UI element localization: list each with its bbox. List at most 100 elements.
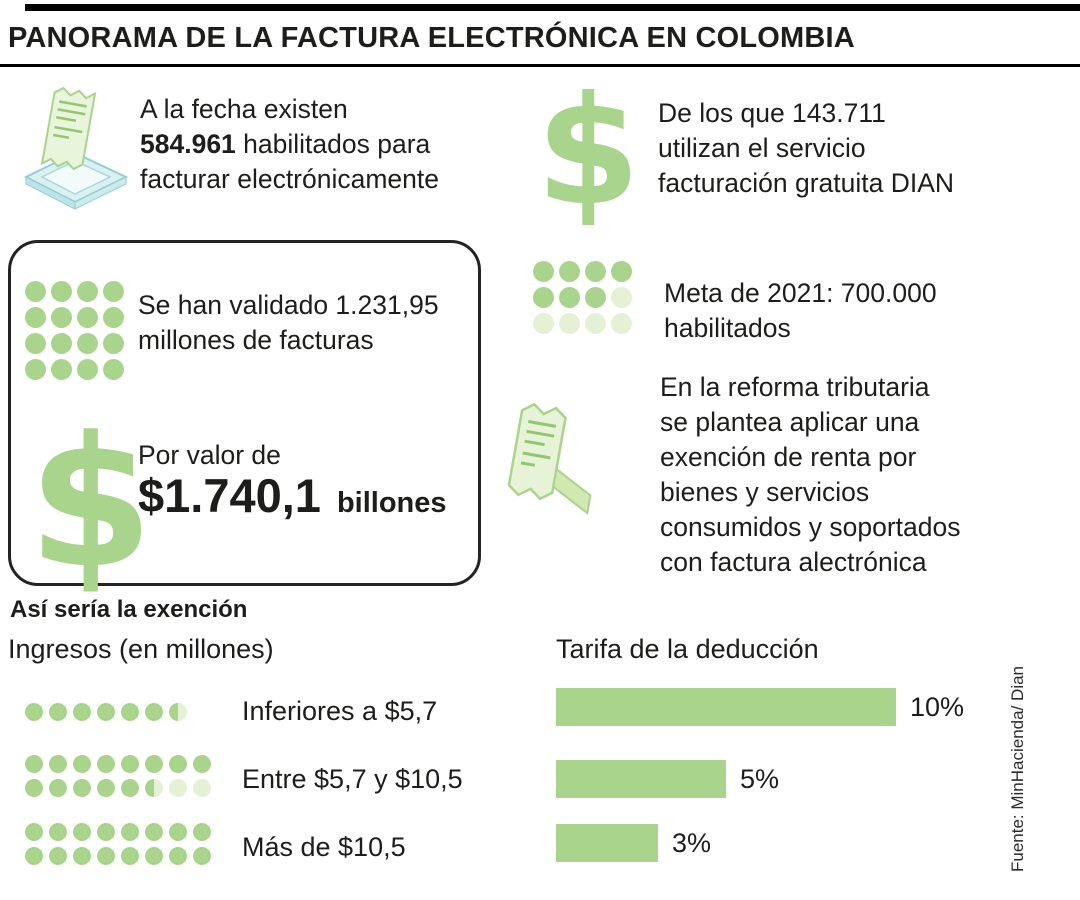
dot-full: [49, 755, 67, 773]
group-dots-entre: [22, 752, 214, 800]
dot-full: [97, 823, 115, 841]
dot-row: [22, 356, 126, 382]
dot-full: [76, 306, 98, 328]
invoice-tablet-icon-svg: [23, 86, 129, 210]
dot-full: [24, 358, 46, 380]
bar-3pct: [556, 824, 658, 862]
bar-row-3pct: 3%: [556, 824, 711, 862]
dot-full: [169, 755, 187, 773]
dollar-icon-large: $: [28, 399, 154, 608]
dot-full: [193, 847, 211, 865]
dot-full: [145, 755, 163, 773]
dot-row: [22, 844, 214, 868]
valor-amount-row: $1.740,1 billones: [138, 468, 447, 523]
dot-full: [169, 847, 187, 865]
chart-title: Tarifa de la deducción: [556, 634, 819, 664]
fact-line: facturación gratuita DIAN: [658, 168, 955, 198]
fact-line: millones de facturas: [138, 325, 374, 355]
fact-line: En la reforma tributaria: [660, 372, 930, 402]
bar-label-3pct: 3%: [672, 827, 712, 858]
source-credit: Fuente: MinHacienda/ Dian: [1008, 665, 1027, 872]
dot-light: [169, 779, 187, 797]
dot-full: [532, 286, 554, 308]
fact-line: se plantea aplicar una: [660, 407, 920, 437]
fact-line: habilitados: [664, 313, 791, 343]
dot-light: [193, 779, 211, 797]
group-label-mas: Más de $10,5: [242, 832, 406, 862]
dot-full: [97, 847, 115, 865]
dot-row: [530, 258, 634, 284]
dot-full: [145, 703, 163, 721]
dot-full: [121, 755, 139, 773]
group-label-inferiores: Inferiores a $5,7: [242, 696, 438, 726]
dot-row: [530, 284, 634, 310]
group-label-entre: Entre $5,7 y $10,5: [242, 764, 463, 794]
fact-line: facturar electrónicamente: [140, 164, 440, 194]
fact-line: exención de renta por: [660, 442, 917, 472]
dot-full: [121, 847, 139, 865]
dot-full: [25, 703, 43, 721]
dot-full: [76, 280, 98, 302]
dot-full: [25, 779, 43, 797]
dot-full: [102, 358, 124, 380]
dot-light: [584, 312, 606, 334]
dot-light: [610, 286, 632, 308]
dot-full: [24, 306, 46, 328]
dot-row: [22, 330, 126, 356]
fact-number: 584.961: [140, 129, 236, 159]
dot-full: [50, 280, 72, 302]
fact-line: utilizan el servicio: [658, 133, 866, 163]
valor-label: Por valor de: [138, 440, 281, 470]
dot-full: [145, 847, 163, 865]
dot-light: [532, 312, 554, 334]
dot-full: [25, 755, 43, 773]
page-title: PANORAMA DE LA FACTURA ELECTRÓNICA EN CO…: [8, 22, 855, 54]
meta-dots-grid: [530, 258, 634, 336]
dot-full: [558, 260, 580, 282]
fact-line: con factura alectrónica: [660, 547, 927, 577]
dot-full: [145, 823, 163, 841]
dot-full: [169, 823, 187, 841]
dot-full: [50, 306, 72, 328]
dot-full: [193, 755, 211, 773]
valor-unit: billones: [336, 487, 447, 519]
title-divider: [0, 64, 1080, 67]
dot-full: [25, 847, 43, 865]
dollar-icon: $: [536, 65, 641, 239]
dot-row: [22, 278, 126, 304]
bar-row-10pct: 10%: [556, 688, 964, 726]
dot-full: [76, 332, 98, 354]
dot-light: [558, 312, 580, 334]
dot-full: [24, 280, 46, 302]
dot-full: [121, 703, 139, 721]
dot-full: [121, 823, 139, 841]
bar-label-10pct: 10%: [910, 691, 965, 722]
dot-full: [76, 358, 98, 380]
dot-full: [73, 703, 91, 721]
dot-full: [121, 779, 139, 797]
dot-full: [50, 358, 72, 380]
dot-row: [22, 752, 214, 776]
dot-half: [169, 703, 187, 721]
fact-line: Se han validado 1.231,95: [138, 290, 439, 320]
dot-row: [22, 776, 214, 800]
fact-habilitados-text: A la fecha existen 584.961 habilitados p…: [140, 92, 540, 197]
invoice-tablet-icon: [18, 80, 133, 217]
fact-line: consumidos y soportados: [660, 512, 961, 542]
bar-row-5pct: 5%: [556, 760, 779, 798]
top-rule: [25, 4, 1080, 11]
dot-full: [97, 755, 115, 773]
validated-box: [8, 240, 481, 586]
dot-row: [22, 304, 126, 330]
fact-line: Meta de 2021: 700.000: [664, 278, 937, 308]
dot-full: [73, 847, 91, 865]
receipt-ribbon-icon-svg: [507, 402, 592, 515]
dot-full: [50, 332, 72, 354]
dot-full: [73, 755, 91, 773]
dot-full: [584, 286, 606, 308]
dot-full: [532, 260, 554, 282]
fact-line: A la fecha existen: [140, 94, 348, 124]
dot-row: [22, 820, 214, 844]
receipt-ribbon-icon: [502, 385, 637, 530]
ingresos-title: Ingresos (en millones): [8, 634, 274, 664]
